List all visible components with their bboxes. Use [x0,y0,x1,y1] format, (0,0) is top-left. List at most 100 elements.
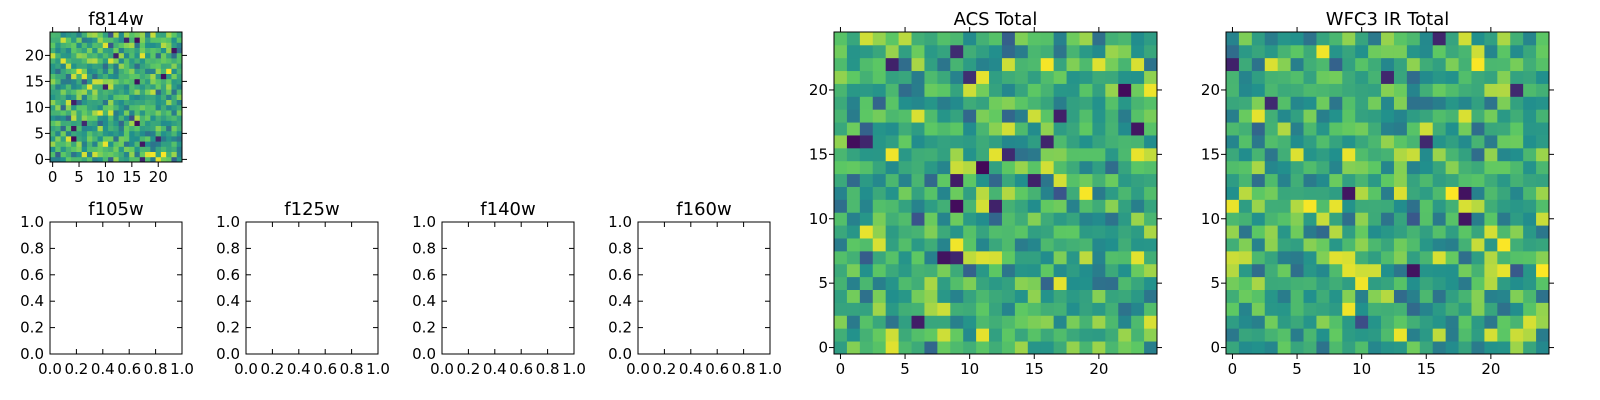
y-tick-label: 0.2 [216,319,240,337]
heatmap-cell [1523,315,1537,329]
heatmap-cell [1226,109,1240,123]
heatmap-cell [924,341,938,355]
heatmap-cell [859,70,874,84]
heatmap-cell [176,156,183,163]
heatmap-cell [139,58,146,64]
heatmap-cell [97,42,104,48]
heatmap-cell [1027,122,1042,136]
heatmap-cell [92,73,98,80]
heatmap-cell [989,328,1003,342]
heatmap-cell [55,141,61,147]
heatmap-cell [1432,32,1447,46]
heatmap-cell [1053,147,1067,162]
heatmap-cell [1381,173,1395,187]
heatmap-cell [160,73,167,80]
heatmap-cell [911,186,925,200]
heatmap-cell [834,135,848,149]
heatmap-cell [1251,250,1266,265]
heatmap-cell [1092,250,1106,265]
heatmap-cell [118,151,125,158]
heatmap-cell [1001,83,1016,97]
heatmap-cell [1001,173,1016,187]
heatmap-cell [65,68,72,74]
heatmap-cell [176,125,183,132]
heatmap-cell [92,68,98,74]
heatmap-cell [166,89,172,95]
heatmap-cell [1014,96,1029,110]
heatmap-cell [1251,199,1266,213]
heatmap-cell [1497,212,1511,226]
heatmap-cell [989,173,1003,187]
heatmap-cell [1066,238,1080,252]
heatmap-cell [1303,109,1317,123]
heatmap-cell [65,120,72,126]
heatmap-cell [139,73,146,80]
heatmap-cell [1264,341,1279,355]
heatmap-cell [102,156,109,163]
heatmap-cell [86,47,93,54]
heatmap-cell [1118,135,1132,149]
heatmap-cell [65,115,72,121]
heatmap-cell [1329,199,1343,213]
heatmap-cell [134,151,141,158]
heatmap-cell [1238,160,1253,175]
heatmap-cell [50,125,56,132]
heatmap-cell [113,42,120,48]
heatmap-cell [60,78,67,85]
heatmap-cell [1131,122,1145,136]
heatmap-cell [976,186,990,200]
heatmap-cell [1014,341,1029,355]
heatmap-cell [1419,199,1434,213]
heatmap-cell [1040,96,1055,110]
heatmap-cell [139,84,146,90]
heatmap-cell [81,78,88,85]
y-tick-label: 0.2 [608,319,632,337]
heatmap-cell [76,32,83,38]
heatmap-cell [1355,328,1369,342]
heatmap-cell [1105,122,1119,136]
heatmap-cell [1393,57,1408,72]
heatmap-cell [1053,302,1067,316]
heatmap-cell [846,135,861,149]
heatmap-cell [898,109,912,123]
y-tick-label: 0.0 [20,345,44,363]
heatmap-cell [1484,250,1498,265]
heatmap-cell [885,32,899,46]
heatmap-cell [950,122,964,136]
heatmap-cell [1536,96,1550,110]
heatmap-cell [1144,225,1158,239]
heatmap-cell [81,120,88,126]
heatmap-cell [1144,122,1158,136]
heatmap-cell [160,89,167,95]
heatmap-cell [1406,302,1421,316]
heatmap-cell [160,115,167,121]
heatmap-cell [176,52,183,59]
heatmap-cell [145,104,151,111]
heatmap-cell [1118,96,1132,110]
heatmap-cell [129,136,135,142]
heatmap-cell [134,89,141,95]
heatmap-cell [1014,328,1029,342]
heatmap-cell [1040,289,1055,303]
heatmap-cell [1066,199,1080,213]
heatmap-cell [937,212,951,226]
heatmap-cell [1027,263,1042,278]
heatmap-cell [1523,135,1537,149]
heatmap-cell [123,63,130,69]
heatmap-cell [150,42,156,48]
heatmap-cell [50,84,56,90]
heatmap-cell [1290,199,1304,213]
heatmap-cell [60,52,67,59]
heatmap-cell [60,136,67,142]
heatmap-cell [1092,57,1106,72]
heatmap-cell [976,32,990,46]
heatmap-cell [1329,160,1343,175]
heatmap-cell [950,341,964,355]
heatmap-cell [1510,302,1524,316]
heatmap-cell [102,110,109,116]
heatmap-cell [50,151,56,158]
heatmap-cell [171,63,178,69]
heatmap-cell [50,89,56,95]
heatmap-cell [139,104,146,111]
heatmap-cell [1092,186,1106,200]
